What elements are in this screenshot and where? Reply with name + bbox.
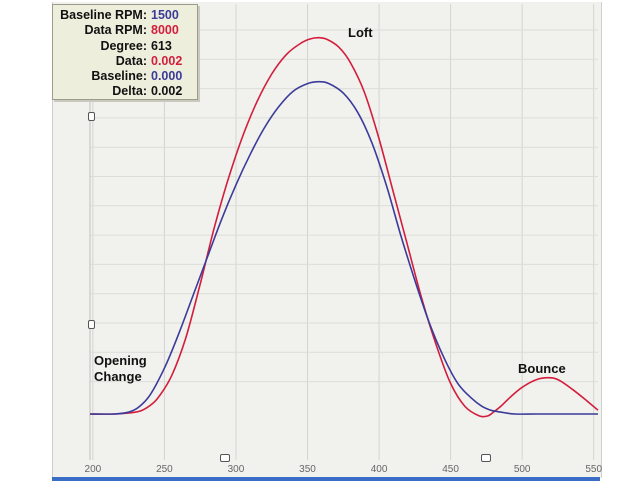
readout-row-delta: Delta: 0.002 bbox=[53, 84, 197, 99]
x-tick-label: 250 bbox=[156, 464, 173, 475]
readout-label: Data RPM: bbox=[53, 23, 147, 38]
x-tick-label: 450 bbox=[442, 464, 459, 475]
readout-value: 0.000 bbox=[147, 69, 182, 84]
readout-row-data: Data: 0.002 bbox=[53, 54, 197, 69]
readout-label: Baseline: bbox=[53, 69, 147, 84]
readout-row-baseline: Baseline: 0.000 bbox=[53, 69, 197, 84]
readout-value: 0.002 bbox=[147, 84, 182, 99]
x-axis-drag-handle-right[interactable] bbox=[481, 454, 491, 462]
x-tick-label: 550 bbox=[585, 464, 602, 475]
readout-label: Degree: bbox=[53, 39, 147, 54]
readout-row-data-rpm: Data RPM: 8000 bbox=[53, 23, 197, 38]
readout-value: 0.002 bbox=[147, 54, 182, 69]
annotation-bounce: Bounce bbox=[518, 361, 566, 377]
x-tick-label: 350 bbox=[299, 464, 316, 475]
annotation-opening-change: Opening Change bbox=[94, 353, 147, 385]
readout-value: 1500 bbox=[147, 8, 179, 23]
x-axis-drag-handle-left[interactable] bbox=[220, 454, 230, 462]
y-axis-drag-handle-top[interactable] bbox=[88, 112, 95, 121]
annotation-loft: Loft bbox=[348, 25, 373, 41]
x-tick-labels: 200 250 300 350 400 450 500 550 bbox=[85, 464, 603, 475]
readout-value: 8000 bbox=[147, 23, 179, 38]
readout-label: Data: bbox=[53, 54, 147, 69]
readout-label: Baseline RPM: bbox=[53, 8, 147, 23]
x-tick-label: 300 bbox=[228, 464, 245, 475]
x-tick-label: 500 bbox=[514, 464, 531, 475]
readout-value: 613 bbox=[147, 39, 172, 54]
readout-row-baseline-rpm: Baseline RPM: 1500 bbox=[53, 8, 197, 23]
readout-row-degree: Degree: 613 bbox=[53, 39, 197, 54]
x-tick-label: 400 bbox=[371, 464, 388, 475]
annotation-opening-line1: Opening bbox=[94, 353, 147, 369]
y-axis-drag-handle-bottom[interactable] bbox=[88, 320, 95, 329]
x-tick-label: 200 bbox=[85, 464, 102, 475]
cursor-readout-panel: Baseline RPM: 1500 Data RPM: 8000 Degree… bbox=[52, 4, 198, 100]
annotation-opening-line2: Change bbox=[94, 369, 147, 385]
window-bottom-bar bbox=[52, 477, 600, 481]
readout-label: Delta: bbox=[53, 84, 147, 99]
